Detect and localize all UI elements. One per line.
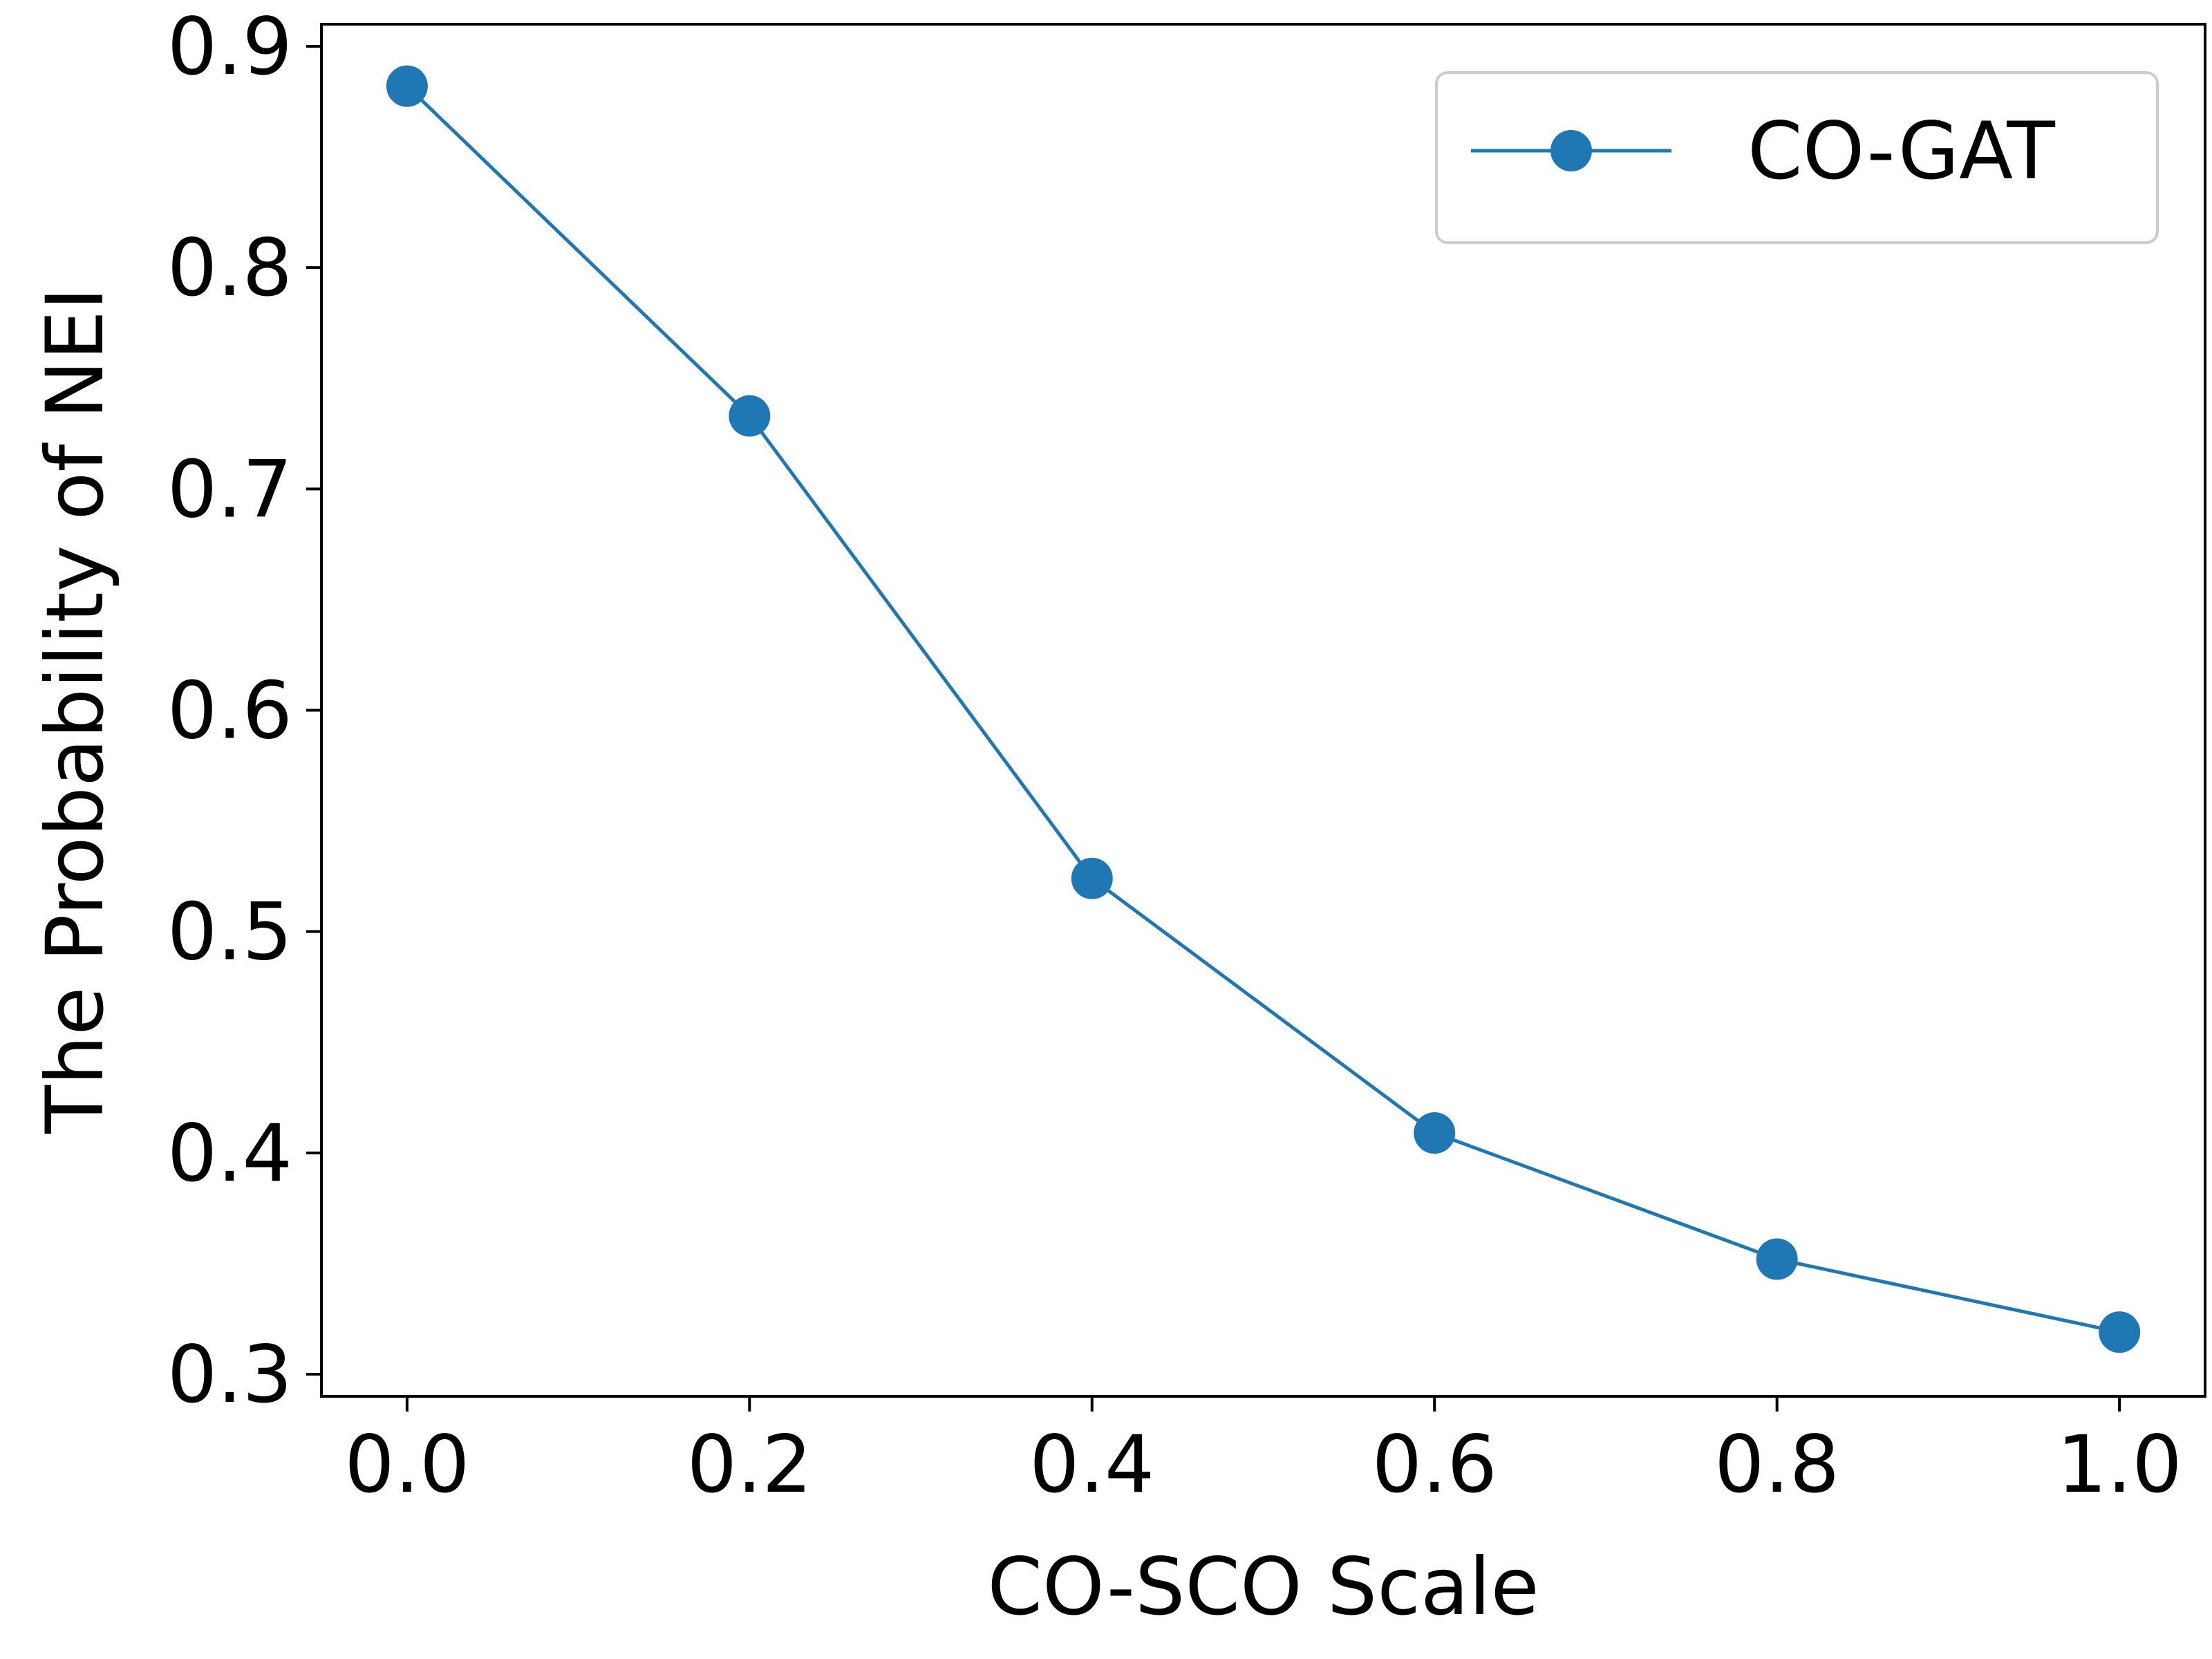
x-axis-title: CO-SCO Scale [987,1541,1539,1633]
legend-box [1435,71,2159,244]
x-tick-label: 0.2 [687,1418,812,1510]
data-point [386,65,428,107]
y-tick-label: 0.3 [167,1329,292,1421]
data-point [2099,1311,2141,1353]
x-tick-label: 0.8 [1714,1418,1839,1510]
data-point [1756,1238,1798,1280]
legend-label-co-gat: CO-GAT [1747,105,2055,197]
x-axis-ticks: 0.0 0.2 0.4 0.6 0.8 1.0 [344,1396,2182,1510]
y-tick-label: 0.7 [167,443,292,535]
y-tick-label: 0.8 [167,222,292,314]
x-tick-label: 1.0 [2056,1418,2182,1510]
data-point [1071,857,1113,899]
data-point [1414,1112,1456,1154]
data-point [729,395,771,437]
series-layer [386,65,2141,1353]
legend: CO-GAT [1435,71,2159,244]
legend-marker-sample [1550,130,1592,171]
y-axis-title: The Probability of NEI [29,287,121,1134]
y-tick-label: 0.6 [167,665,292,757]
y-tick-label: 0.5 [167,886,292,978]
y-tick-label: 0.9 [167,1,292,93]
series-line [406,84,2120,1334]
plot-frame [320,23,2206,1398]
y-axis-ticks: 0.3 0.4 0.5 0.6 0.7 0.8 0.9 [167,1,321,1421]
y-tick-label: 0.4 [167,1107,292,1199]
x-tick-label: 0.0 [344,1418,469,1510]
x-tick-label: 0.6 [1372,1418,1497,1510]
x-tick-label: 0.4 [1029,1418,1154,1510]
